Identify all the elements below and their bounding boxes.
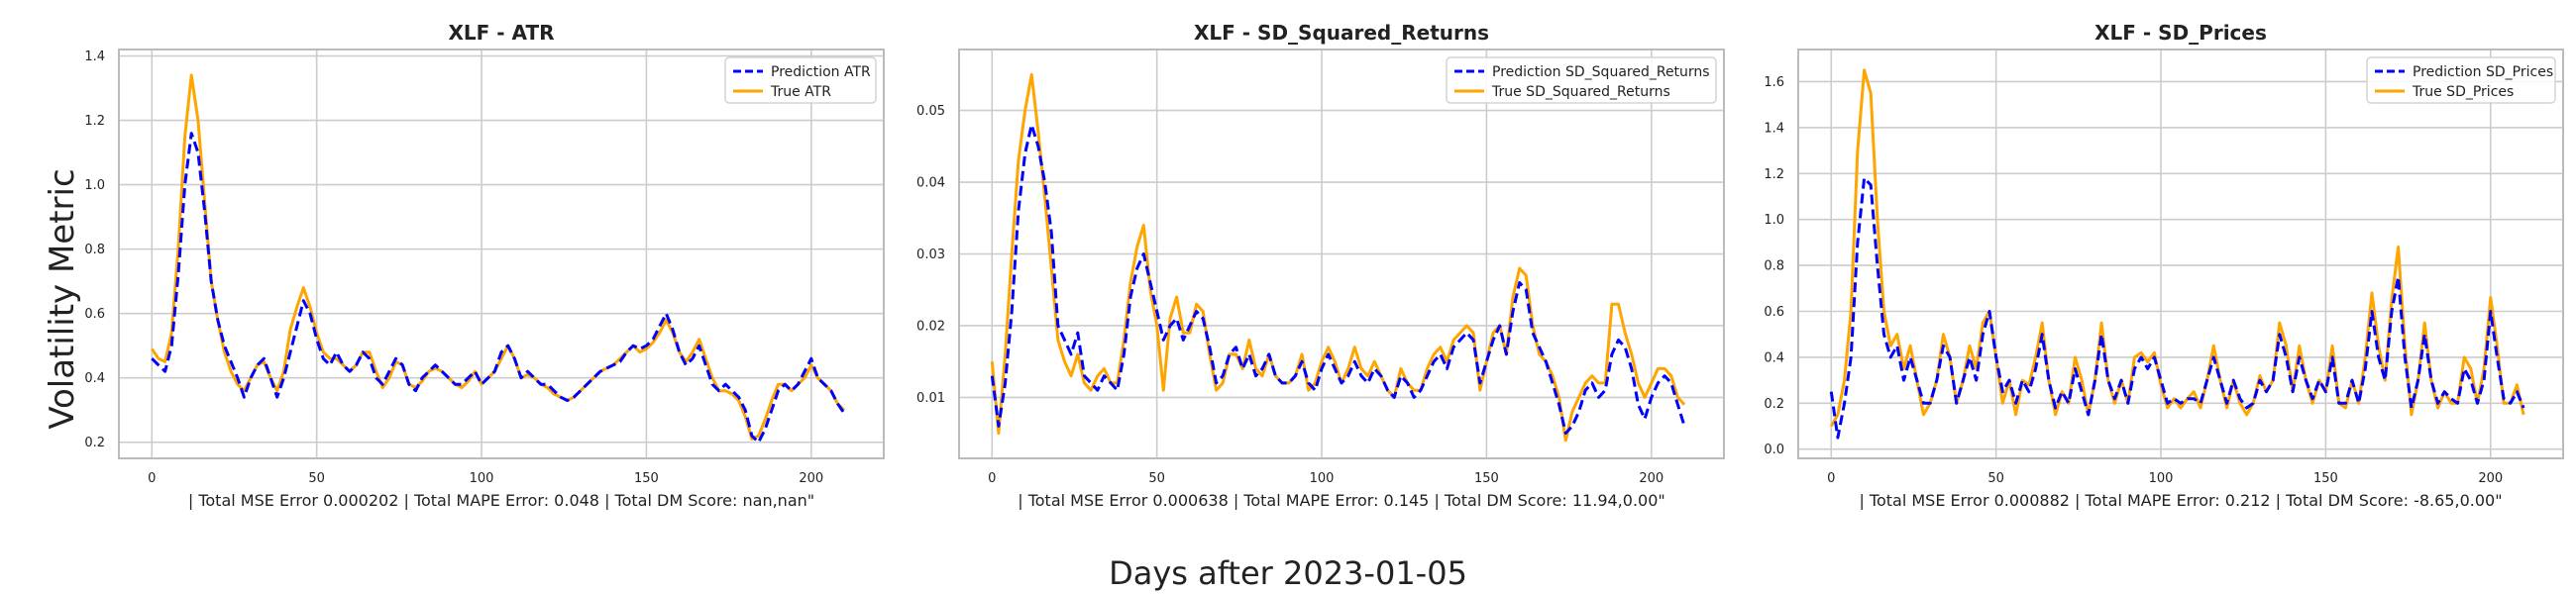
legend: Prediction SD_Prices True SD_Prices [2366, 56, 2556, 104]
y-tick-label: 0.04 [916, 176, 945, 191]
series-lines [1829, 68, 2525, 440]
legend-label-true: True SD_Prices [2412, 84, 2514, 100]
series-lines [151, 73, 846, 445]
prediction-series-line [151, 132, 846, 445]
y-tick-label: 0.6 [1764, 305, 1784, 320]
chart-title: XLF - SD_Squared_Returns [1194, 21, 1489, 45]
legend-box [2366, 56, 2556, 104]
y-tick-label: 1.4 [1764, 121, 1784, 136]
x-tick-label: 100 [470, 471, 494, 486]
y-tick-label: 1.0 [1764, 213, 1784, 228]
chart-panel-sd-prices: 0 50 100 150 2000.00.20.40.60.81.01.21.41.6 … [1764, 21, 2564, 510]
x-tick-label: 100 [1310, 471, 1335, 486]
legend-label-true: True SD_Squared_Returns [1491, 84, 1670, 100]
y-tick-label: 1.0 [84, 178, 105, 193]
y-tick-label: 0.8 [1764, 259, 1784, 274]
grid-lines [119, 50, 884, 458]
chart-panel-sd-squared-returns: 0 50 100 150 200 0.01 0.02 0.03 0.04 0.05 XLF - S… [916, 21, 1725, 510]
legend-label-true: True ATR [770, 84, 831, 100]
axes-background [119, 50, 884, 458]
figure-y-axis-label: Volatility Metric [43, 168, 82, 429]
true-series-line [1829, 68, 2525, 428]
y-tick-label: 0.4 [1764, 350, 1784, 365]
y-tick-label: 0.2 [84, 436, 105, 450]
y-tick-label: 0.6 [84, 307, 105, 322]
y-tick-label: 0.01 [916, 391, 945, 406]
legend-label-prediction: Prediction SD_Prices [2413, 64, 2553, 80]
x-tick-label: 50 [1148, 471, 1165, 486]
x-tick-label: 0 [1827, 471, 1835, 486]
y-tick-label: 0.03 [916, 248, 945, 262]
x-tick-label: 200 [799, 471, 823, 486]
x-tick-label: 0 [148, 471, 156, 486]
chart-title: XLF - ATR [448, 21, 554, 45]
x-tick-label: 150 [634, 471, 659, 486]
y-tick-label: 1.6 [1764, 75, 1784, 90]
y-tick-label: 0.8 [84, 243, 105, 257]
axes-frame [1797, 49, 2564, 459]
figure-x-axis-label: Days after 2023-01-05 [1109, 554, 1467, 592]
x-tick-label: 50 [1987, 471, 2004, 486]
y-tick-label: 1.2 [84, 114, 105, 129]
x-tick-label: 100 [2149, 471, 2174, 486]
true-series-line [990, 72, 1686, 443]
y-tick-label: 1.2 [1764, 167, 1784, 182]
y-tick-label: 0.0 [1764, 443, 1784, 457]
legend-label-prediction: Prediction SD_Squared_Returns [1492, 64, 1710, 80]
legend-label-prediction: Prediction ATR [771, 64, 871, 80]
series-lines [990, 72, 1686, 443]
y-tick-label: 1.4 [84, 50, 105, 64]
x-tick-label: 150 [1474, 471, 1499, 486]
grid-lines [959, 50, 1724, 458]
chart-panel-atr: 0 50 100 150 200 0.2 0.4 0.6 0.8 1.0 1.2 1.4 XLF - … [84, 21, 885, 510]
x-axis-label: | Total MSE Error 0.000202 | Total MAPE … [188, 491, 814, 510]
x-tick-label: 50 [308, 471, 325, 486]
legend-box [1446, 56, 1717, 104]
prediction-series-line [1829, 176, 2525, 440]
x-tick-label: 150 [2313, 471, 2338, 486]
y-tick-label: 0.02 [916, 319, 945, 334]
legend: Prediction SD_Squared_Returns True SD_Sq… [1446, 56, 1717, 104]
tick-labels: 0 50 100 150 200 0.01 0.02 0.03 0.04 0.05 [916, 104, 1664, 486]
tick-labels: 0 50 100 150 200 0.0 0.2 0.4 0.6 0.8 1.0 1.2 1.4 1.6 [1764, 75, 2503, 486]
x-axis-label: | Total MSE Error 0.000638 | Total MAPE … [1018, 491, 1665, 510]
legend: Prediction ATR True ATR [724, 56, 877, 104]
chart-title: XLF - SD_Prices [2094, 21, 2267, 45]
y-tick-label: 0.4 [84, 371, 105, 386]
axes-frame [958, 49, 1725, 459]
prediction-series-line [990, 123, 1686, 436]
tick-labels: 0 50 100 150 200 0.2 0.4 0.6 0.8 1.0 1.2 1.4 [84, 50, 823, 486]
x-axis-label: | Total MSE Error 0.000882 | Total MAPE … [1859, 491, 2502, 510]
y-tick-label: 0.05 [916, 104, 945, 119]
x-tick-label: 200 [2478, 471, 2503, 486]
axes-frame [118, 49, 885, 459]
x-tick-label: 200 [1639, 471, 1664, 486]
x-tick-label: 0 [988, 471, 996, 486]
y-tick-label: 0.2 [1764, 397, 1784, 412]
